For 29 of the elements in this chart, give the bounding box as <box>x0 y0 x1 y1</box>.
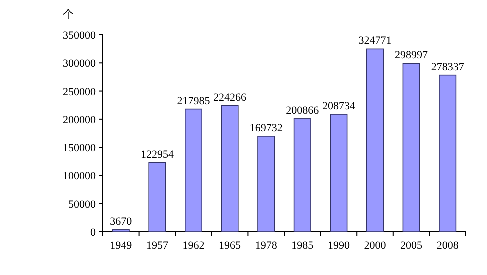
x-tick-label: 1957 <box>146 240 169 252</box>
data-label: 122954 <box>140 148 174 161</box>
y-tick-label: 200000 <box>63 114 96 126</box>
x-tick-label: 1985 <box>292 240 314 252</box>
y-tick-label: 350000 <box>63 30 96 42</box>
y-tick-label: 250000 <box>63 86 96 98</box>
x-tick-label: 1949 <box>110 240 133 252</box>
data-label: 208734 <box>322 100 356 113</box>
data-label: 3670 <box>110 216 133 228</box>
x-tick-label: 2008 <box>436 240 460 252</box>
y-tick-label: 50000 <box>68 198 96 211</box>
x-tick-label: 1965 <box>219 240 242 252</box>
y-tick-label: 100000 <box>63 170 96 183</box>
data-label: 224266 <box>214 92 248 104</box>
data-label: 200866 <box>286 104 320 117</box>
data-label: 217985 <box>177 95 211 108</box>
data-label: 324771 <box>358 35 392 48</box>
x-tick-label: 2005 <box>400 240 424 252</box>
data-label: 298997 <box>395 50 429 62</box>
y-tick-label: 0 <box>90 227 96 239</box>
y-tick-label: 300000 <box>63 58 96 70</box>
x-tick-label: 1990 <box>328 240 350 252</box>
x-tick-label: 2000 <box>364 240 387 252</box>
x-tick-label: 1962 <box>182 240 205 252</box>
x-tick-label: 1978 <box>255 240 278 252</box>
y-tick-label: 150000 <box>63 142 96 155</box>
ylabel: 个 <box>63 9 74 21</box>
data-label: 169732 <box>250 122 283 134</box>
data-label: 278337 <box>431 61 465 74</box>
